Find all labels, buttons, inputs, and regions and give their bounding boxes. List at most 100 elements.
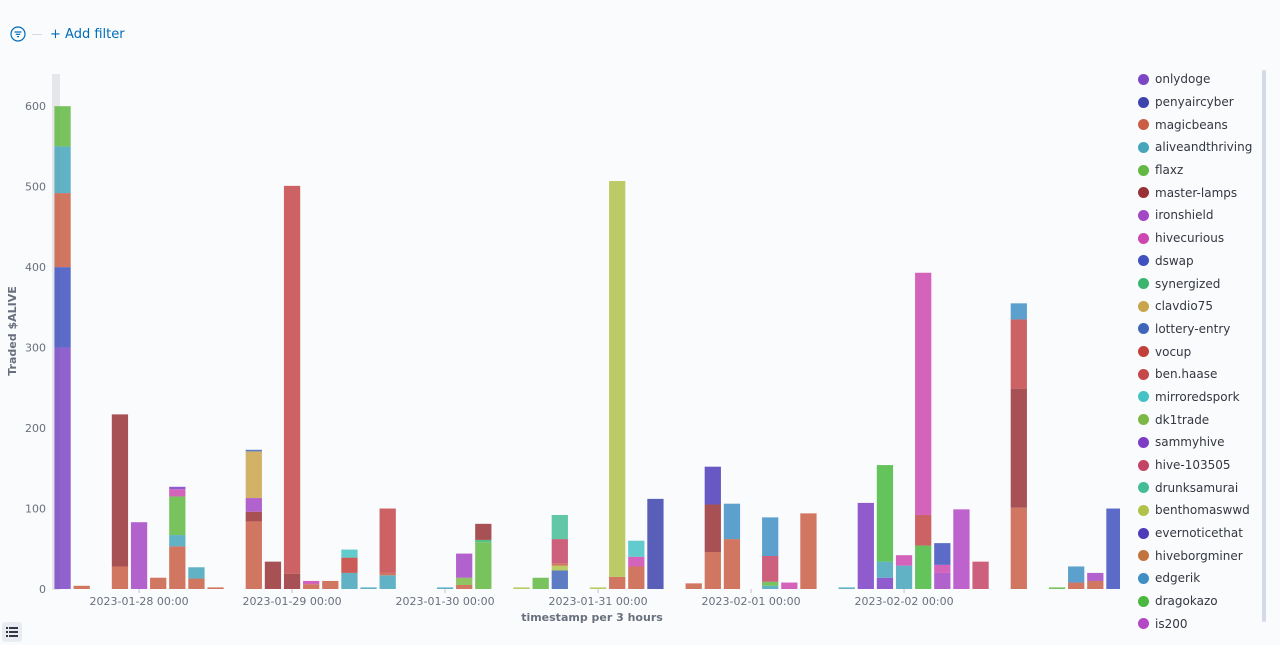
bar-segment[interactable] — [723, 503, 741, 540]
bar-segment[interactable] — [111, 566, 129, 589]
bar-segment[interactable] — [1010, 303, 1027, 320]
legend-item[interactable]: onlydoge — [1138, 68, 1252, 91]
bar-segment[interactable] — [303, 580, 320, 585]
legend-item[interactable]: dragokazo — [1138, 590, 1252, 613]
bar-stack[interactable] — [800, 513, 817, 589]
bar-stack[interactable] — [322, 580, 339, 589]
bar-segment[interactable] — [54, 267, 71, 348]
bar-stack[interactable] — [283, 185, 301, 589]
bar-segment[interactable] — [188, 578, 205, 589]
bar-segment[interactable] — [915, 272, 932, 515]
bar-stack[interactable] — [73, 585, 90, 589]
bar-segment[interactable] — [609, 181, 626, 577]
bar-segment[interactable] — [73, 585, 90, 589]
bar-stack[interactable] — [838, 587, 855, 589]
bar-stack[interactable] — [589, 587, 607, 589]
bar-segment[interactable] — [876, 577, 894, 589]
legend-item[interactable]: benthomaswwd — [1138, 499, 1252, 522]
bar-stack[interactable] — [1010, 303, 1027, 589]
bar-segment[interactable] — [456, 584, 473, 589]
bar-stack[interactable] — [169, 486, 186, 589]
bar-segment[interactable] — [685, 583, 702, 589]
bar-stack[interactable] — [953, 509, 970, 589]
bar-stack[interactable] — [609, 181, 626, 589]
bar-stack[interactable] — [379, 508, 396, 589]
legend-item[interactable]: evernoticethat — [1138, 522, 1252, 545]
bar-segment[interactable] — [704, 466, 721, 505]
bar-segment[interactable] — [838, 587, 855, 589]
bar-stack[interactable] — [685, 583, 702, 589]
bar-stack[interactable] — [1068, 566, 1085, 589]
bar-segment[interactable] — [245, 511, 262, 522]
bar-segment[interactable] — [800, 513, 817, 589]
bar-stack[interactable] — [857, 502, 874, 589]
bar-segment[interactable] — [1010, 507, 1027, 589]
bar-segment[interactable] — [150, 577, 167, 589]
bar-stack[interactable] — [54, 106, 71, 589]
bar-segment[interactable] — [551, 565, 568, 571]
legend-item[interactable]: aliveandthriving — [1138, 136, 1252, 159]
legend-item[interactable]: hive-103505 — [1138, 454, 1252, 477]
bar-stack[interactable] — [532, 577, 549, 589]
bar-stack[interactable] — [303, 580, 320, 589]
bar-stack[interactable] — [1106, 508, 1120, 589]
bar-segment[interactable] — [551, 570, 568, 589]
bar-segment[interactable] — [876, 465, 894, 562]
bar-segment[interactable] — [915, 514, 932, 546]
bar-stack[interactable] — [264, 561, 282, 589]
bar-stack[interactable] — [647, 498, 664, 590]
bar-stack[interactable] — [111, 414, 129, 589]
bar-segment[interactable] — [54, 146, 71, 194]
bar-segment[interactable] — [169, 489, 186, 497]
bar-segment[interactable] — [781, 582, 798, 589]
bar-segment[interactable] — [379, 508, 396, 573]
legend-item[interactable]: master-lamps — [1138, 181, 1252, 204]
bar-segment[interactable] — [456, 577, 473, 585]
bar-segment[interactable] — [54, 106, 71, 147]
bar-segment[interactable] — [341, 557, 358, 573]
bar-segment[interactable] — [762, 517, 779, 557]
bar-segment[interactable] — [551, 514, 568, 540]
bar-segment[interactable] — [532, 577, 549, 589]
bar-stack[interactable] — [456, 553, 473, 589]
bar-segment[interactable] — [379, 572, 396, 576]
bar-stack[interactable] — [915, 272, 932, 589]
bar-stack[interactable] — [360, 587, 377, 589]
legend-item[interactable]: hivecurious — [1138, 227, 1252, 250]
bar-stack[interactable] — [762, 517, 779, 589]
bar-segment[interactable] — [551, 539, 568, 564]
legend-scrollbar[interactable] — [1262, 70, 1266, 622]
bar-segment[interactable] — [1087, 572, 1104, 581]
bar-segment[interactable] — [1087, 580, 1104, 589]
bar-segment[interactable] — [475, 523, 492, 540]
legend-item[interactable]: edgerik — [1138, 567, 1252, 590]
legend-item[interactable]: magicbeans — [1138, 113, 1252, 136]
bar-stack[interactable] — [207, 587, 224, 589]
bar-segment[interactable] — [704, 551, 721, 589]
bar-segment[interactable] — [475, 542, 492, 589]
bar-segment[interactable] — [895, 565, 913, 589]
legend-item[interactable]: drunksamurai — [1138, 476, 1252, 499]
bar-segment[interactable] — [341, 549, 358, 558]
bar-segment[interactable] — [283, 573, 301, 589]
legend-item[interactable]: synergized — [1138, 272, 1252, 295]
bar-segment[interactable] — [934, 543, 951, 565]
legend-item[interactable]: ben.haase — [1138, 363, 1252, 386]
legend-item[interactable]: sammyhive — [1138, 431, 1252, 454]
bar-segment[interactable] — [169, 496, 186, 536]
bar-segment[interactable] — [130, 522, 148, 589]
bar-segment[interactable] — [188, 567, 205, 579]
bar-stack[interactable] — [188, 567, 205, 589]
bar-segment[interactable] — [551, 563, 568, 566]
legend-item[interactable]: hiveborgminer — [1138, 544, 1252, 567]
legend-item[interactable]: mirroredspork — [1138, 386, 1252, 409]
bar-segment[interactable] — [934, 564, 951, 573]
bar-segment[interactable] — [245, 451, 262, 499]
bar-segment[interactable] — [628, 566, 645, 589]
add-filter-button[interactable]: + Add filter — [50, 26, 125, 42]
bar-segment[interactable] — [207, 587, 224, 589]
bar-segment[interactable] — [1068, 582, 1085, 589]
bar-stack[interactable] — [876, 465, 894, 589]
bar-segment[interactable] — [245, 449, 262, 452]
bar-segment[interactable] — [915, 545, 932, 589]
